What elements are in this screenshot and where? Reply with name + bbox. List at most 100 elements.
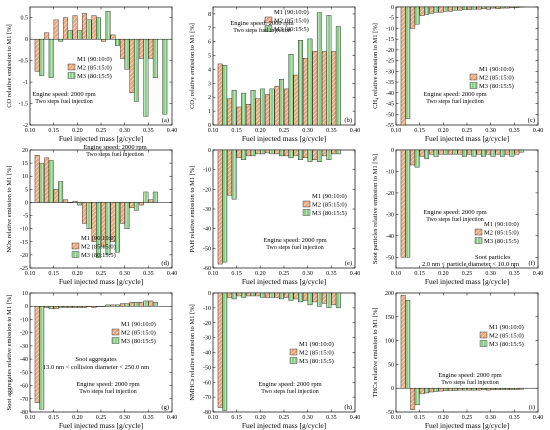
bar [241,292,247,298]
bar [321,149,327,157]
legend-swatch-m3 [71,251,80,258]
bar [284,88,289,126]
annotation-injection: Two steps fuel injection [35,98,92,105]
x-tick-label: 0.25 [96,415,107,421]
x-tick-label: 0.10 [208,271,219,277]
bar [105,202,111,256]
bar [115,202,120,253]
panel-label: (g) [161,404,169,411]
bar [58,181,64,203]
bar [143,300,149,307]
bar [331,51,337,126]
bar [331,292,337,306]
bar [481,6,486,9]
y-axis-title: CO₂ relative emission to M1 [%] [189,23,196,109]
y-tick-label: 2 [208,95,211,101]
y-tick-label: -60 [20,384,28,390]
legend-label-m1: M1 (90:10:0) [484,221,519,228]
x-tick-label: 0.10 [25,128,36,134]
bar [405,299,411,389]
bar [462,388,467,391]
x-tick-label: 0.30 [119,271,130,277]
bar [133,302,139,307]
x-tick-label: 0.30 [119,415,130,421]
bar [44,306,50,308]
bar [67,30,73,40]
bar [39,39,45,76]
x-tick-label: 0.20 [72,415,83,421]
legend-swatch-m3 [67,72,76,79]
chart-panel: -50 -40 -30 -20 -10 0 0.10 0.15 0.20 0.25 0.30 0.35… [372,148,543,286]
legend-swatch-m2 [302,200,311,208]
bar [269,292,275,298]
bar [443,149,449,155]
legend-swatch-m2 [111,328,120,336]
annotation-soot-title: Soot aggregates [75,356,117,363]
legend-label-m2: M2 (85:15:0) [489,333,524,340]
bar [321,292,327,304]
bar [105,304,111,307]
panel-label: (i) [529,404,535,411]
bar [236,292,242,297]
bar [241,92,247,126]
bar [476,6,482,10]
bar [316,149,322,162]
y-tick-label: 7 [208,26,211,32]
bar [452,388,458,391]
y-axis-title: CH₄ relative emission to M1 [%] [372,23,379,109]
legend-label-m1: M1 (90:10:0) [312,193,347,200]
bar [227,292,233,298]
y-tick-label: 0 [208,148,211,154]
x-axis-title: Fuel injected mass [g/cycle] [242,277,326,286]
annotation-injection: Two steps fuel injection [426,98,483,105]
bar [284,149,289,157]
bar [77,306,83,308]
bar [260,88,266,126]
x-tick-label: 0.15 [414,271,425,277]
bar [457,149,463,155]
x-tick-label: 0.15 [48,128,59,134]
bar [143,39,149,117]
legend-label-m2: M2 (85:15:0) [77,65,112,72]
chart-panel: 0 1 2 3 4 5 6 7 8 0.10 0.15 0.20 0.25 0.30 0.35 0.40 Fue… [189,6,360,143]
bar [405,149,411,258]
annotation-speed: Engine speed: 2000 rpm [423,91,486,98]
bar [115,304,120,307]
panel-label: (a) [162,117,169,124]
bar [274,292,280,298]
legend-label-m1: M1 (90:10:0) [121,321,156,328]
x-tick-label: 0.20 [72,128,83,134]
y-axis-title: NOx relative emission to M1 [%] [6,165,13,252]
bar [316,12,322,126]
bar [419,6,425,16]
y-tick-label: 3 [208,81,211,87]
bar [514,149,520,155]
bar [509,6,515,9]
bar [72,15,78,40]
x-tick-label: 0.40 [350,415,361,421]
y-tick-label: -55 [386,123,394,129]
bar [462,6,467,10]
y-tick-label: 0 [25,37,28,43]
x-tick-label: 0.35 [326,128,337,134]
legend-swatch-m2 [474,228,483,236]
x-tick-label: 0.30 [302,128,313,134]
legend-label-m3: M3 (80:15:5) [484,238,519,245]
bar [63,17,69,40]
plot-frame [395,6,539,126]
bar [260,292,266,298]
y-tick-label: -30 [203,336,211,342]
legend-swatch-m2 [479,331,488,339]
x-axis-title: Fuel injected mass [g/cycle] [242,421,326,430]
bar [481,149,486,157]
bar [414,149,420,168]
y-tick-label: -50 [203,365,211,371]
y-tick-label: -70 [20,397,28,403]
bar [509,149,515,157]
annotation-speed: Engine speed: 2000 rpm [423,209,486,216]
bar [495,6,501,9]
y-tick-label: 10 [22,174,28,180]
legend-label-m1: M1 (90:10:0) [274,9,309,16]
bar [48,306,54,310]
